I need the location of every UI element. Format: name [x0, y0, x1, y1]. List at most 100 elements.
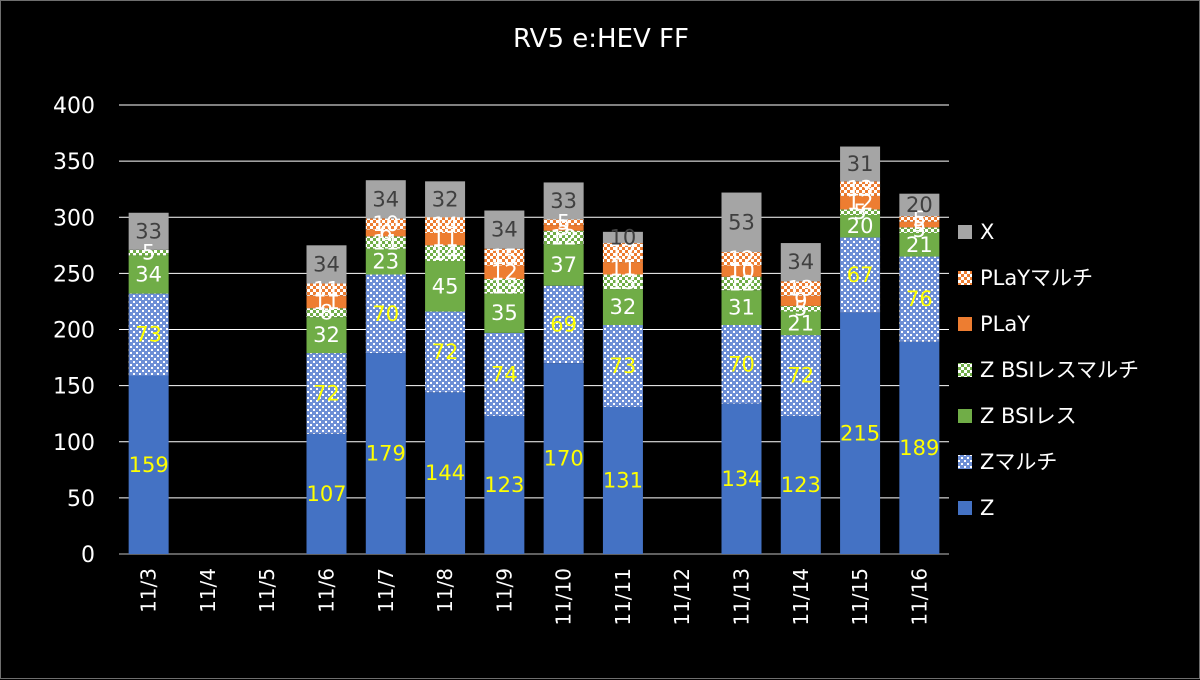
bar-segment — [543, 219, 584, 226]
bar-segment — [128, 212, 169, 250]
data-label: 107 — [306, 482, 346, 506]
bar-segment — [840, 215, 881, 238]
bar-segment — [425, 232, 466, 246]
data-label: 5 — [142, 241, 155, 265]
data-label: 32 — [313, 323, 340, 347]
bar-segment — [365, 236, 406, 249]
bar-segment — [840, 195, 881, 210]
bar-segment — [899, 216, 940, 222]
bar-segment — [780, 335, 821, 416]
data-label: 5 — [794, 297, 807, 321]
bar-segment — [721, 290, 762, 326]
bar-segment — [543, 225, 584, 231]
data-label: 13 — [610, 270, 637, 294]
data-label: 9 — [794, 289, 807, 313]
bar-segment — [721, 325, 762, 404]
bar-segment — [780, 295, 821, 306]
legend-label: PLaYマルチ — [980, 266, 1093, 290]
data-label: 72 — [313, 381, 340, 405]
bar-segment — [721, 252, 762, 266]
bar-segment — [484, 332, 525, 416]
data-label: 34 — [135, 262, 162, 286]
bar-segment — [899, 193, 940, 217]
data-label: 189 — [899, 436, 939, 460]
bar-segment — [484, 265, 525, 279]
data-label: 34 — [491, 218, 518, 242]
bar-segment — [780, 415, 821, 554]
data-label: 45 — [432, 274, 459, 298]
bar-segment — [365, 180, 406, 219]
data-label: 74 — [491, 362, 518, 386]
x-axis-ticks: 11/3 11/4 11/5 11/6 11/7 11/8 11/9 11/10 11/11 11… — [137, 568, 932, 626]
data-label: 10 — [610, 225, 637, 249]
data-label: 170 — [544, 447, 584, 471]
data-label: 14 — [432, 241, 459, 265]
data-label: 15 — [491, 245, 518, 269]
data-label: 34 — [372, 187, 399, 211]
data-label: 34 — [313, 252, 340, 276]
bar-segment — [128, 255, 169, 294]
data-label: 17 — [610, 241, 637, 265]
data-label: 11 — [372, 231, 399, 255]
data-label: 23 — [372, 250, 399, 274]
bar-segment — [365, 274, 406, 354]
data-label: 5 — [913, 207, 926, 231]
data-label: 5 — [913, 218, 926, 242]
legend-label: Z BSIレスマルチ — [980, 358, 1139, 382]
y-tick-label: 150 — [53, 375, 95, 400]
x-tick-label: 11/14 — [789, 568, 813, 626]
bar-segment — [365, 248, 406, 275]
legend-swatch — [958, 501, 972, 515]
data-label: 72 — [432, 340, 459, 364]
y-tick-label: 300 — [53, 206, 95, 231]
data-label: 70 — [372, 302, 399, 326]
y-tick-label: 400 — [53, 94, 95, 119]
legend: X PLaYマルチ PLaY Z BSIレスマルチ Z BSIレス Zマルチ Z — [958, 220, 1139, 520]
data-label: 33 — [135, 219, 162, 243]
data-label: 11 — [610, 256, 637, 280]
data-label: 8 — [320, 301, 333, 325]
data-label: 11 — [313, 290, 340, 314]
bar-segment — [840, 209, 881, 216]
y-tick-label: 100 — [53, 431, 95, 456]
data-label: 72 — [787, 364, 814, 388]
y-tick-label: 250 — [53, 262, 95, 287]
data-label: 67 — [847, 263, 874, 287]
bar-segment — [306, 317, 347, 354]
x-tick-label: 11/5 — [255, 568, 279, 613]
x-tick-label: 11/8 — [433, 568, 457, 613]
bar-segment — [602, 289, 643, 326]
bar-segment — [543, 230, 584, 245]
data-label: 215 — [840, 421, 880, 445]
bar-segment — [365, 229, 406, 237]
data-label: 70 — [728, 352, 755, 376]
bar-segment — [306, 245, 347, 284]
data-label: 20 — [847, 214, 874, 238]
legend-swatch — [958, 271, 972, 285]
y-tick-label: 50 — [67, 487, 95, 512]
bar-segment — [425, 261, 466, 312]
data-label: 31 — [728, 296, 755, 320]
bar-segment — [425, 245, 466, 262]
legend-label: Z BSIレス — [980, 404, 1077, 428]
bar-segment — [721, 265, 762, 277]
data-label: 13 — [491, 274, 518, 298]
bar-segment — [543, 182, 584, 220]
data-label: 37 — [550, 253, 577, 277]
data-label: 12 — [491, 260, 518, 284]
data-label: 21 — [787, 311, 814, 335]
data-label: 5 — [913, 213, 926, 237]
x-tick-label: 11/4 — [196, 568, 220, 613]
bar-segment — [484, 415, 525, 554]
bar-segment — [128, 375, 169, 554]
data-label: 144 — [425, 461, 465, 485]
gridlines — [119, 104, 949, 555]
x-tick-label: 11/6 — [315, 568, 339, 613]
legend-label: X — [980, 220, 994, 244]
y-axis-ticks: 0 50 100 150 200 250 300 350 400 — [53, 94, 95, 568]
data-label: 10 — [728, 259, 755, 283]
bar-segment — [602, 406, 643, 554]
bar-segment — [306, 283, 347, 296]
x-tick-label: 11/13 — [730, 568, 754, 626]
